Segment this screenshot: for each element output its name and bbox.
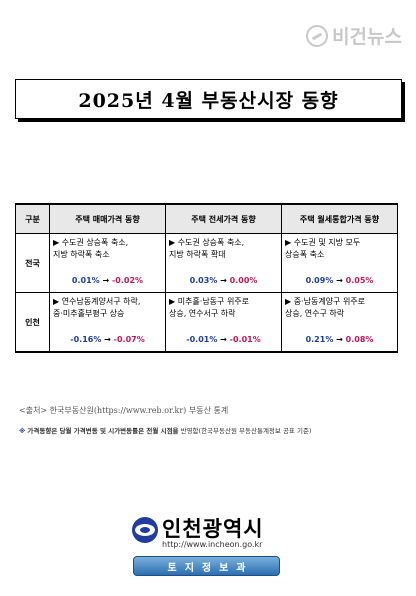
cell-line: ▶ 미추홀·남동구 위주로 [169, 297, 250, 306]
watermark: 비건뉴스 [306, 22, 402, 49]
cell-line: 상승, 연수서구 하락 [169, 309, 236, 318]
cell-line: 상승, 연수구 하락 [285, 309, 345, 318]
logo-url: http://www.incheon.go.kr [162, 540, 263, 549]
change-values: 0.09% → 0.05% [282, 276, 397, 285]
cell-line: 지방 하락폭 확대 [169, 250, 226, 259]
value-from: 0.01% [71, 276, 100, 285]
cell-line: ▶ 수도권 상승폭 축소, [53, 238, 129, 247]
logo-name: 인천광역시 [162, 517, 264, 541]
cell-line: 중·미추홀부평구 상승 [53, 309, 125, 318]
note-rest: 반영함(한국부동산원 부동산통계정보 공표 기준) [178, 427, 312, 435]
header-category: 구분 [15, 203, 50, 234]
value-to: -0.02% [111, 276, 144, 285]
table-cell: ▶ 연수남동계양서구 하락, 중·미추홀부평구 상승 -0.16% → -0.0… [49, 292, 166, 353]
value-to: 0.05% [345, 276, 374, 285]
header-sale: 주택 매매가격 동향 [49, 203, 166, 234]
value-from: 0.03% [189, 276, 218, 285]
change-values: 0.03% → 0.00% [166, 276, 281, 285]
value-from: -0.01% [186, 335, 218, 344]
change-values: -0.16% → -0.07% [50, 335, 165, 344]
table-cell: ▶ 미추홀·남동구 위주로 상승, 연수서구 하락 -0.01% → -0.01… [165, 292, 282, 353]
arrow-icon: → [102, 276, 110, 285]
page-title: 2025년 4월 부동산시장 동향 [78, 89, 339, 112]
market-trend-table: 구분 주택 매매가격 동향 주택 전세가격 동향 주택 월세통합가격 동향 전국… [15, 203, 398, 353]
table-cell: ▶ 수도권 상승폭 축소, 지방 하락폭 확대 0.03% → 0.00% [165, 233, 282, 293]
change-values: -0.01% → -0.01% [166, 335, 281, 344]
cell-line: ▶ 수도권 및 지방 모두 [285, 238, 361, 247]
footnote: ※ 가격동향은 당월 가격변동 및 시가변동률은 전월 시점을 반영함(한국부동… [19, 425, 311, 435]
arrow-icon: → [220, 335, 227, 344]
table-row-incheon: 인천 ▶ 연수남동계양서구 하락, 중·미추홀부평구 상승 -0.16% → -… [15, 292, 398, 353]
value-to: -0.01% [229, 335, 261, 344]
badge-label: 토지정보과 [167, 562, 254, 574]
incheon-logo: 인천광역시 http://www.incheon.go.kr [132, 515, 292, 555]
row-label: 인천 [15, 292, 50, 353]
note-mark: ※ [19, 427, 26, 435]
cell-line: 상승폭 축소 [285, 250, 325, 259]
header-jeonse: 주택 전세가격 동향 [165, 203, 282, 234]
value-from: 0.21% [305, 335, 334, 344]
source-citation: <출처> 한국부동산원(https://www.reb.or.kr) 부동산 통… [19, 406, 229, 415]
table-cell: ▶ 중·남동계양구 위주로 상승, 연수구 하락 0.21% → 0.08% [281, 292, 398, 353]
cell-line: 지방 하락폭 축소 [53, 250, 110, 259]
arrow-icon: → [104, 335, 111, 344]
cell-line: ▶ 수도권 상승폭 축소, [169, 238, 245, 247]
value-from: 0.09% [305, 276, 334, 285]
value-to: 0.00% [229, 276, 258, 285]
change-values: 0.01% → -0.02% [50, 276, 165, 285]
arrow-icon: → [336, 335, 343, 344]
table-cell: ▶ 수도권 상승폭 축소, 지방 하락폭 축소 0.01% → -0.02% [49, 233, 166, 293]
cell-line: ▶ 중·남동계양구 위주로 [285, 297, 366, 306]
department-badge: 토지정보과 [133, 556, 280, 576]
row-label: 전국 [15, 233, 50, 293]
arrow-icon: → [220, 276, 227, 285]
change-values: 0.21% → 0.08% [282, 335, 397, 344]
note-bold: 가격동향은 당월 가격변동 및 시가변동률은 전월 시점을 [27, 427, 179, 435]
watermark-logo-icon [306, 24, 329, 47]
header-monthly: 주택 월세통합가격 동향 [281, 203, 398, 234]
table-row-national: 전국 ▶ 수도권 상승폭 축소, 지방 하락폭 축소 0.01% → -0.02… [15, 233, 398, 293]
value-from: -0.16% [70, 335, 102, 344]
title-box: 2025년 4월 부동산시장 동향 [15, 79, 402, 119]
table-header-row: 구분 주택 매매가격 동향 주택 전세가격 동향 주택 월세통합가격 동향 [15, 203, 398, 234]
cell-line: ▶ 연수남동계양서구 하락, [53, 297, 141, 306]
value-to: -0.07% [113, 335, 145, 344]
watermark-text: 비건뉴스 [332, 26, 402, 48]
arrow-icon: → [336, 276, 343, 285]
incheon-emblem-icon [132, 517, 158, 543]
table-cell: ▶ 수도권 및 지방 모두 상승폭 축소 0.09% → 0.05% [281, 233, 398, 293]
value-to: 0.08% [345, 335, 374, 344]
